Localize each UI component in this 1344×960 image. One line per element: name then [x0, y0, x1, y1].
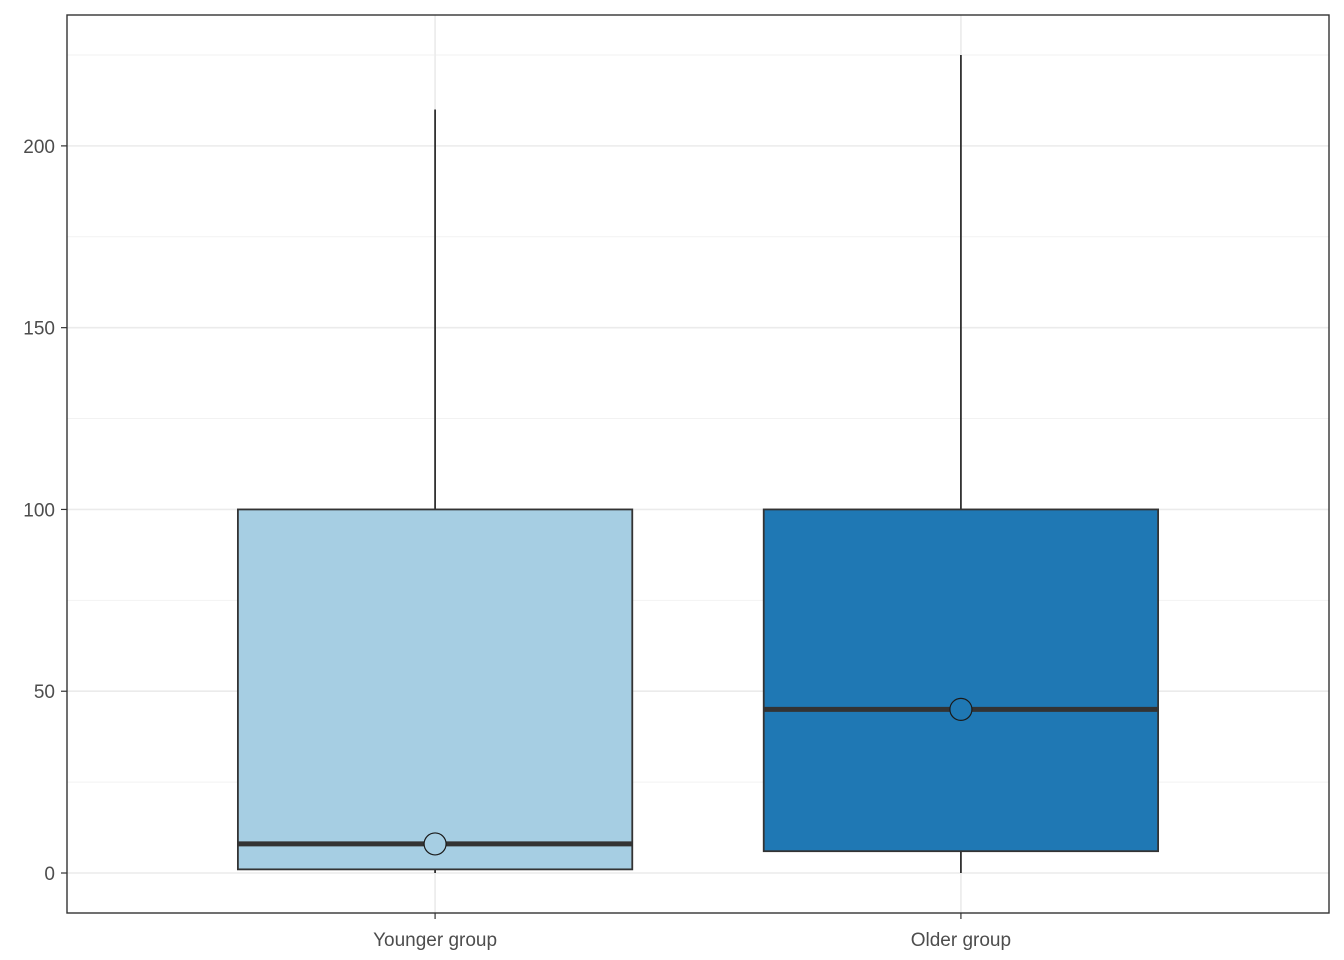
y-tick-label: 150	[23, 319, 55, 340]
axes-layer: 0 50 100 150 200 Younger group Older group	[23, 137, 1011, 951]
mean-point	[949, 697, 973, 722]
mean-point	[423, 832, 447, 856]
panel-border	[66, 14, 1330, 914]
x-tick-label: Younger group	[373, 930, 497, 951]
y-tick-label: 200	[23, 137, 55, 158]
y-tick-label: 0	[44, 864, 55, 885]
y-tick-label: 50	[34, 682, 55, 703]
y-tick-label: 100	[23, 500, 55, 521]
box	[236, 508, 634, 871]
box	[762, 508, 1160, 853]
boxes-layer	[236, 54, 1160, 874]
x-tick-label: Older group	[911, 930, 1011, 951]
